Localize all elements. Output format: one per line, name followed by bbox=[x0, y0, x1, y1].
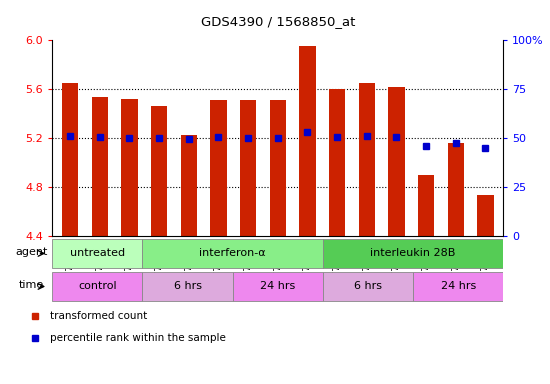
Bar bbox=[359, 83, 375, 236]
Text: percentile rank within the sample: percentile rank within the sample bbox=[50, 333, 225, 343]
Bar bbox=[180, 134, 197, 236]
Bar bbox=[142, 272, 233, 301]
Bar bbox=[270, 100, 286, 236]
Text: transformed count: transformed count bbox=[50, 311, 147, 321]
Bar bbox=[329, 89, 345, 236]
Bar bbox=[151, 106, 167, 236]
Bar bbox=[240, 100, 256, 236]
Bar bbox=[299, 46, 316, 236]
Bar bbox=[413, 272, 503, 301]
Text: interferon-α: interferon-α bbox=[199, 248, 266, 258]
Bar bbox=[323, 272, 413, 301]
Bar bbox=[210, 100, 227, 236]
Text: untreated: untreated bbox=[70, 248, 125, 258]
Bar bbox=[477, 195, 493, 236]
Bar bbox=[388, 87, 405, 236]
Bar bbox=[448, 143, 464, 236]
Bar bbox=[52, 239, 142, 268]
Text: 6 hrs: 6 hrs bbox=[174, 281, 201, 291]
Text: time: time bbox=[19, 280, 44, 290]
Bar bbox=[52, 272, 142, 301]
Text: agent: agent bbox=[15, 247, 47, 257]
Bar bbox=[62, 83, 78, 236]
Text: 24 hrs: 24 hrs bbox=[260, 281, 295, 291]
Text: GDS4390 / 1568850_at: GDS4390 / 1568850_at bbox=[201, 15, 355, 28]
Text: 6 hrs: 6 hrs bbox=[354, 281, 382, 291]
Text: 24 hrs: 24 hrs bbox=[441, 281, 476, 291]
Text: interleukin 28B: interleukin 28B bbox=[370, 248, 456, 258]
Bar bbox=[121, 99, 138, 236]
Text: control: control bbox=[78, 281, 117, 291]
Bar bbox=[233, 272, 323, 301]
Bar bbox=[323, 239, 503, 268]
Bar bbox=[91, 97, 108, 236]
Bar bbox=[418, 175, 434, 236]
Bar bbox=[142, 239, 323, 268]
